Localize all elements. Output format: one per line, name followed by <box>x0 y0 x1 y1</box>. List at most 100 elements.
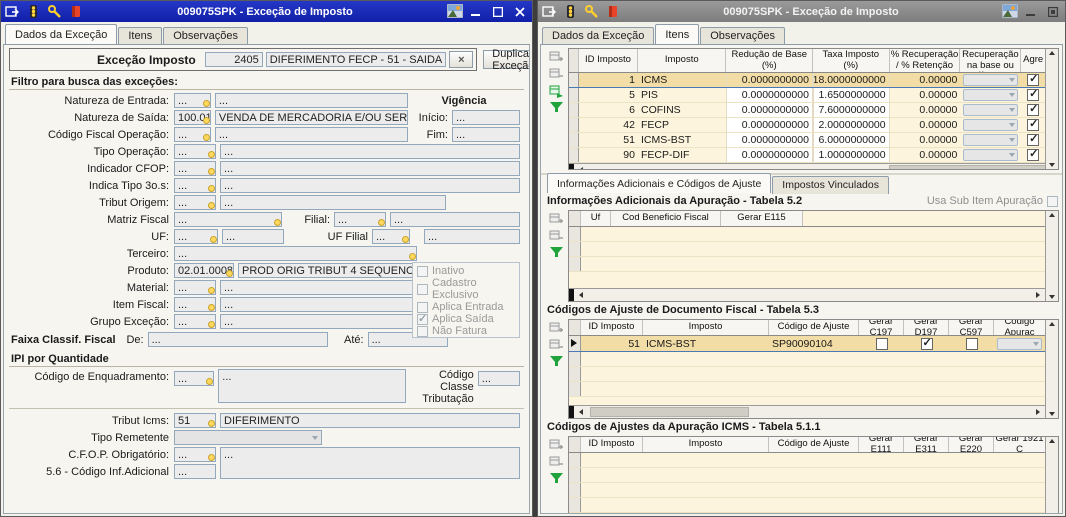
tab-observacoes[interactable]: Observações <box>163 27 249 45</box>
impostos-hscrollbar[interactable] <box>569 163 1045 169</box>
scroll-left-button[interactable] <box>574 406 588 418</box>
cfop-desc[interactable]: ... <box>220 446 520 479</box>
tipo-remetente-dropdown[interactable] <box>174 430 322 446</box>
tribut-icms-code[interactable]: 51 <box>174 413 216 429</box>
apuracao-vscrollbar[interactable] <box>1045 211 1058 301</box>
picture-icon[interactable] <box>1001 3 1019 19</box>
col-gerar-c597[interactable]: Gerar C597 <box>949 320 994 335</box>
nao-fatura-checkbox[interactable] <box>417 325 428 337</box>
filter-icon[interactable] <box>549 355 564 368</box>
exception-code-field[interactable]: 2405 <box>204 52 263 67</box>
left-titlebar[interactable]: 009075SPK - Exceção de Imposto <box>1 1 532 22</box>
book-icon[interactable] <box>68 4 83 19</box>
subtab-informacoes-adicionais[interactable]: Informações Adicionais e Códigos de Ajus… <box>547 173 772 193</box>
grupo-excecao-code[interactable]: ... <box>174 314 216 329</box>
picture-icon[interactable] <box>446 3 464 19</box>
traffic-light-icon[interactable] <box>563 4 578 19</box>
col-imposto[interactable]: Imposto <box>643 320 769 335</box>
imposto-row-icms[interactable]: 1 ICMS 0.0000000000 18.0000000000 0.0000… <box>569 73 1045 88</box>
empty-row[interactable] <box>569 468 1045 483</box>
delete-row-icon[interactable] <box>549 338 564 352</box>
vigencia-fim-field[interactable]: ... <box>452 127 520 142</box>
natureza-entrada-code[interactable]: ... <box>174 93 211 108</box>
col-recuperacao-retencao[interactable]: % Recuperação / % Retenção <box>890 49 961 72</box>
enquadramento-desc[interactable]: ... <box>218 369 406 403</box>
filial-code[interactable]: ... <box>334 212 386 227</box>
codigo-fiscal-code[interactable]: ... <box>174 127 211 142</box>
col-codigo-apuracao[interactable]: Código Apuraç <box>1004 320 1035 335</box>
apuracao-hscrollbar[interactable] <box>569 288 1045 301</box>
window-menu-icon[interactable] <box>542 4 557 19</box>
empty-row[interactable] <box>569 242 1045 257</box>
recuperacao-base-dropdown[interactable] <box>963 134 1019 146</box>
copy-row-icon[interactable] <box>549 84 564 98</box>
agregado-checkbox[interactable] <box>1027 133 1040 146</box>
window-menu-icon[interactable] <box>5 4 20 19</box>
col-imposto[interactable]: Imposto <box>643 437 769 452</box>
wrench-icon[interactable] <box>584 4 599 19</box>
col-gerar-e220[interactable]: Gerar E220 <box>949 437 994 452</box>
flag-nao-fatura[interactable]: Não Fatura <box>417 325 515 337</box>
scroll-right-button[interactable] <box>1031 406 1045 418</box>
col-id-imposto[interactable]: ID Imposto <box>581 437 643 452</box>
col-reducao-base[interactable]: Redução de Base (%) <box>726 49 813 72</box>
subtab-impostos-vinculados[interactable]: Impostos Vinculados <box>772 176 889 194</box>
produto-code[interactable]: 02.01.0008 <box>174 263 234 278</box>
close-button[interactable] <box>512 4 528 19</box>
recuperacao-base-dropdown[interactable] <box>963 149 1019 161</box>
col-gerar-e115[interactable]: Gerar E115 <box>721 211 803 226</box>
item-fiscal-desc[interactable]: ... <box>220 297 419 312</box>
codigo-fiscal-desc[interactable]: ... <box>214 127 408 142</box>
tab-dados-da-excecao[interactable]: Dados da Exceção <box>542 27 655 45</box>
empty-row[interactable] <box>569 352 1045 367</box>
col-codigo-ajuste[interactable]: Código de Ajuste <box>769 437 859 452</box>
scroll-track[interactable] <box>588 289 1031 301</box>
recuperacao-base-dropdown[interactable] <box>963 89 1019 101</box>
matriz-fiscal-field[interactable]: ... <box>174 212 282 227</box>
filial-desc[interactable]: ... <box>390 212 520 227</box>
uf-code[interactable]: ... <box>174 229 218 244</box>
tribut-icms-desc[interactable]: DIFERIMENTO <box>220 413 520 429</box>
splitter-handle[interactable] <box>569 164 574 169</box>
col-codigo-ajuste[interactable]: Código de Ajuste <box>769 320 859 335</box>
natureza-saida-code[interactable]: 100.01 <box>174 110 211 125</box>
filter-icon[interactable] <box>549 246 564 259</box>
codigo-apuracao-dropdown[interactable] <box>997 337 1042 350</box>
recuperacao-base-dropdown[interactable] <box>963 119 1019 131</box>
delete-row-icon[interactable] <box>549 229 564 243</box>
splitter-handle[interactable] <box>569 406 574 418</box>
uf-desc[interactable]: ... <box>222 229 284 244</box>
imposto-row-pis[interactable]: 5 PIS 0.0000000000 1.6500000000 0.00000 <box>569 88 1045 103</box>
traffic-light-icon[interactable] <box>26 4 41 19</box>
natureza-entrada-desc[interactable]: ... <box>214 93 408 108</box>
scroll-down-button[interactable] <box>1049 295 1055 299</box>
recuperacao-base-dropdown[interactable] <box>963 104 1019 116</box>
flag-cadastro-exclusivo[interactable]: Cadastro Exclusivo <box>417 277 515 301</box>
natureza-saida-desc[interactable]: VENDA DE MERCADORIA E/OU SERVIÇOS <box>214 110 408 125</box>
col-taxa-imposto[interactable]: Taxa Imposto (%) <box>813 49 890 72</box>
add-row-icon[interactable] <box>549 438 564 452</box>
col-gerar-c197[interactable]: Gerar C197 <box>859 320 904 335</box>
tipo-operacao-code[interactable]: ... <box>174 144 216 159</box>
col-gerar-e111[interactable]: Gerar E111 <box>859 437 904 452</box>
indica-tipo-code[interactable]: ... <box>174 178 216 193</box>
col-gerar-e311[interactable]: Gerar E311 <box>904 437 949 452</box>
delete-row-icon[interactable] <box>549 67 564 81</box>
usa-sub-item-checkbox[interactable] <box>1047 195 1058 207</box>
maximize-button[interactable] <box>490 4 506 19</box>
book-icon[interactable] <box>605 4 620 19</box>
minimize-button[interactable] <box>1023 4 1039 19</box>
scroll-right-button[interactable] <box>1031 289 1045 301</box>
inativo-checkbox[interactable] <box>417 265 428 277</box>
doc-fiscal-hscrollbar[interactable] <box>569 405 1045 418</box>
clear-exception-button[interactable]: × <box>449 51 474 68</box>
agregado-checkbox[interactable] <box>1027 103 1040 116</box>
flag-aplica-saida[interactable]: Aplica Saída <box>417 312 515 325</box>
agregado-checkbox[interactable] <box>1027 73 1040 86</box>
right-titlebar[interactable]: 009075SPK - Exceção de Imposto <box>538 1 1065 22</box>
col-gerar-1921[interactable]: Gerar 1921 C <box>995 437 1044 452</box>
col-recuperacao-base[interactable]: % Recuperação na base ou alíquota <box>960 49 1022 72</box>
uf-filial-desc[interactable]: ... <box>424 229 520 244</box>
flag-inativo[interactable]: Inativo <box>417 265 515 277</box>
add-row-icon[interactable] <box>549 321 564 335</box>
